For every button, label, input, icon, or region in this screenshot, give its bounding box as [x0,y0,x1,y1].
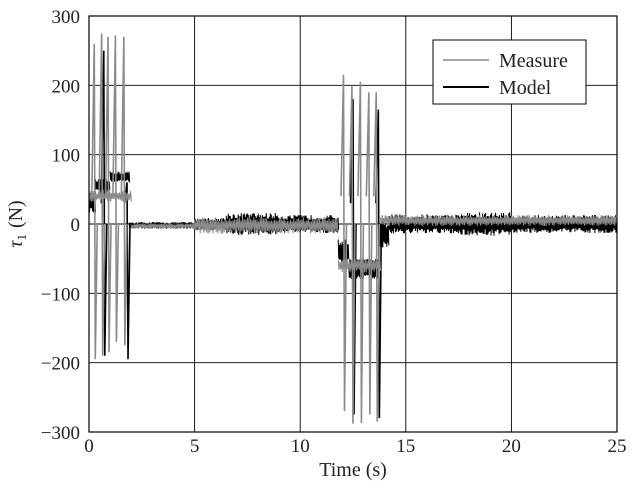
legend-label-model: Model [499,77,552,99]
y-tick-label: 200 [52,76,81,97]
series-traces [88,33,618,424]
y-axis-label-text: τ1 (N) [5,200,29,247]
spike-measure [120,36,128,346]
spike-measure [90,43,99,360]
y-tick-label: 100 [52,146,81,167]
tick-labels: 0 5 10 15 20 25 300 200 100 0 −100 −200 −300 [41,7,627,457]
spike-measure [98,33,106,356]
x-tick-label: 10 [291,436,310,457]
spike-measure [112,35,120,342]
legend-label-measure: Measure [499,50,568,72]
spike-measure [372,92,381,422]
y-axis-subscript: 1 [14,234,29,241]
spike-measure [104,36,112,353]
y-tick-label: −200 [41,354,80,375]
x-tick-label: 20 [502,436,521,457]
x-tick-label: 15 [396,436,415,457]
spike-measure [365,92,373,415]
y-tick-label: −100 [41,284,80,305]
spike-measure [357,81,365,423]
plot-frame [88,15,618,433]
series-trace-measure [88,190,617,273]
spike-measure [340,74,348,412]
x-tick-label: 0 [84,436,94,457]
y-axis-label: τ1 (N) [5,200,29,247]
y-axis-symbol: τ [5,240,27,248]
y-tick-label: −300 [41,423,80,444]
legend-box [432,39,587,105]
x-tick-label: 5 [190,436,200,457]
x-tick-label: 25 [608,436,627,457]
series-measure [88,33,617,424]
y-axis-unit: (N) [5,200,27,228]
y-tick-label: 0 [71,215,81,236]
y-tick-label: 300 [52,7,81,28]
x-axis-label: Time (s) [319,459,387,481]
legend: Measure Model [432,39,587,105]
spike-measure [348,85,356,424]
